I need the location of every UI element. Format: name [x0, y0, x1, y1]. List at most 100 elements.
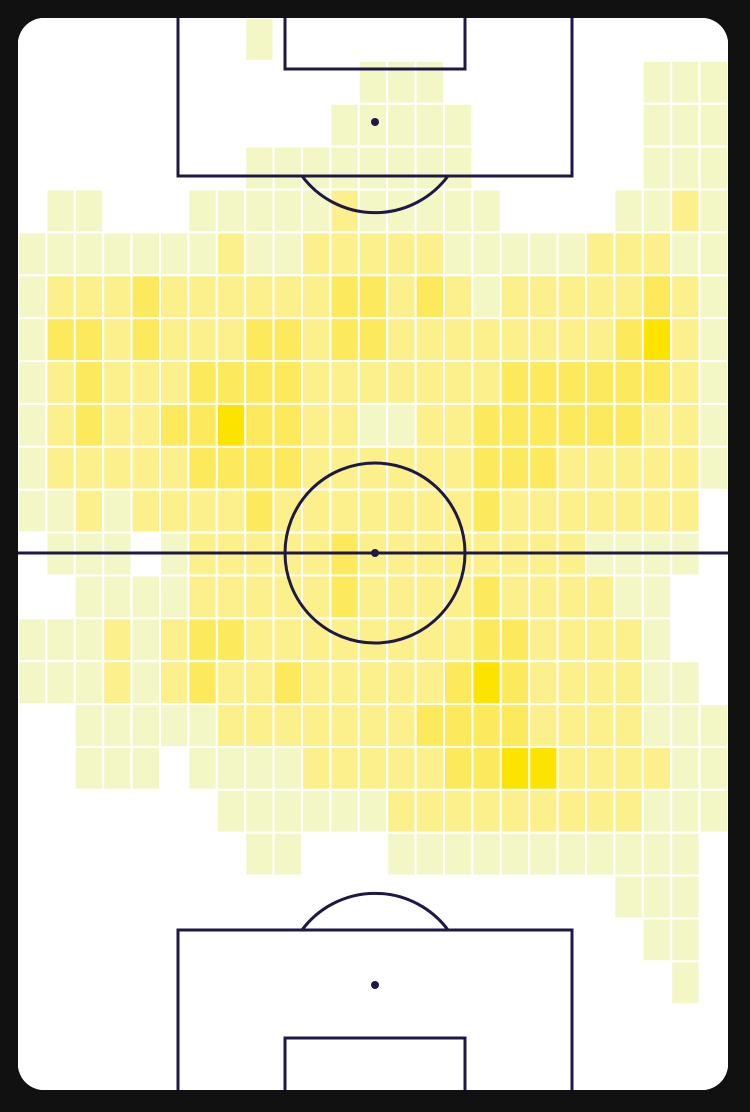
- heat-cell: [301, 617, 332, 663]
- heat-cell: [272, 917, 304, 963]
- heat-cell: [301, 788, 332, 834]
- heat-cell: [357, 231, 389, 277]
- heat-cell: [670, 102, 701, 148]
- heat-cell: [698, 145, 728, 191]
- heat-cell: [244, 745, 275, 791]
- heat-cell: [499, 59, 531, 105]
- heat-cell: [130, 917, 162, 963]
- heat-cell: [187, 445, 218, 491]
- heat-cell: [585, 874, 616, 920]
- heat-cell: [329, 402, 360, 448]
- heat-cell: [556, 231, 587, 277]
- heat-cell: [102, 59, 133, 105]
- heat-cell: [244, 102, 275, 148]
- heat-cell: [528, 617, 559, 663]
- heat-cell: [130, 488, 162, 534]
- heat-cell: [45, 445, 76, 491]
- heat-cell: [18, 402, 48, 448]
- heat-cell: [272, 831, 304, 877]
- heat-cell: [73, 445, 105, 491]
- heat-cell: [414, 145, 446, 191]
- heat-cell: [443, 488, 474, 534]
- heat-cell: [159, 445, 190, 491]
- heat-cell: [159, 317, 190, 363]
- heat-cell: [670, 831, 701, 877]
- heat-cell: [102, 788, 133, 834]
- heat-cell: [329, 102, 360, 148]
- heat-cell: [102, 18, 133, 62]
- heat-cell: [471, 960, 502, 1006]
- heat-cell: [187, 317, 218, 363]
- heat-cell: [386, 660, 417, 706]
- heat-cell: [698, 745, 728, 791]
- heat-cell: [698, 788, 728, 834]
- heat-cell: [301, 745, 332, 791]
- heat-cell: [670, 874, 701, 920]
- heat-cell: [443, 59, 474, 105]
- heat-cell: [556, 745, 587, 791]
- heat-cell: [585, 831, 616, 877]
- heat-cell: [670, 488, 701, 534]
- heat-cell: [102, 703, 133, 748]
- heat-cell: [698, 18, 728, 62]
- heat-cell: [159, 960, 190, 1006]
- heat-cell: [670, 1003, 701, 1049]
- heat-cell: [641, 1003, 673, 1049]
- heat-cell: [613, 703, 644, 748]
- heat-cell: [499, 188, 531, 234]
- heat-cell: [528, 102, 559, 148]
- heat-cell: [414, 960, 446, 1006]
- heat-cell: [215, 317, 247, 363]
- heat-cell: [45, 18, 76, 62]
- heat-cell: [18, 317, 48, 363]
- heat-cell: [187, 917, 218, 963]
- heat-cell: [670, 317, 701, 363]
- heat-cell: [528, 660, 559, 706]
- heat-cell: [443, 788, 474, 834]
- heat-cell: [386, 917, 417, 963]
- heat-cell: [556, 488, 587, 534]
- heat-cell: [45, 831, 76, 877]
- heat-cell: [159, 703, 190, 748]
- heat-cell: [443, 317, 474, 363]
- heat-cell: [130, 745, 162, 791]
- heat-cell: [18, 574, 48, 620]
- heat-cell: [130, 960, 162, 1006]
- heat-cell: [585, 960, 616, 1006]
- heat-cell: [528, 59, 559, 105]
- heat-cell: [301, 1046, 332, 1090]
- heat-cell: [329, 831, 360, 877]
- heat-cell: [73, 18, 105, 62]
- heat-cell: [272, 317, 304, 363]
- heat-cell: [130, 617, 162, 663]
- heat-cell: [329, 231, 360, 277]
- heat-cell: [414, 231, 446, 277]
- heat-cell: [130, 788, 162, 834]
- heat-cell: [698, 574, 728, 620]
- heat-cell: [187, 874, 218, 920]
- heat-cell: [215, 231, 247, 277]
- heat-cell: [386, 488, 417, 534]
- heat-cell: [499, 788, 531, 834]
- heat-cell: [130, 402, 162, 448]
- heat-cell: [130, 102, 162, 148]
- heat-cell: [329, 145, 360, 191]
- heat-cell: [585, 360, 616, 405]
- heat-cell: [159, 917, 190, 963]
- heat-cell: [613, 1046, 644, 1090]
- heat-cell: [73, 488, 105, 534]
- heat-cell: [159, 18, 190, 62]
- heat-cell: [357, 1003, 389, 1049]
- heat-cell: [187, 402, 218, 448]
- penalty-spot-top: [371, 118, 379, 126]
- heat-cell: [386, 788, 417, 834]
- heat-cell: [471, 617, 502, 663]
- heat-cell: [414, 402, 446, 448]
- heat-cell: [215, 360, 247, 405]
- heat-cell: [641, 660, 673, 706]
- heat-cell: [443, 831, 474, 877]
- heat-cell: [244, 188, 275, 234]
- heat-cell: [414, 831, 446, 877]
- heat-cell: [45, 1003, 76, 1049]
- heat-cell: [18, 488, 48, 534]
